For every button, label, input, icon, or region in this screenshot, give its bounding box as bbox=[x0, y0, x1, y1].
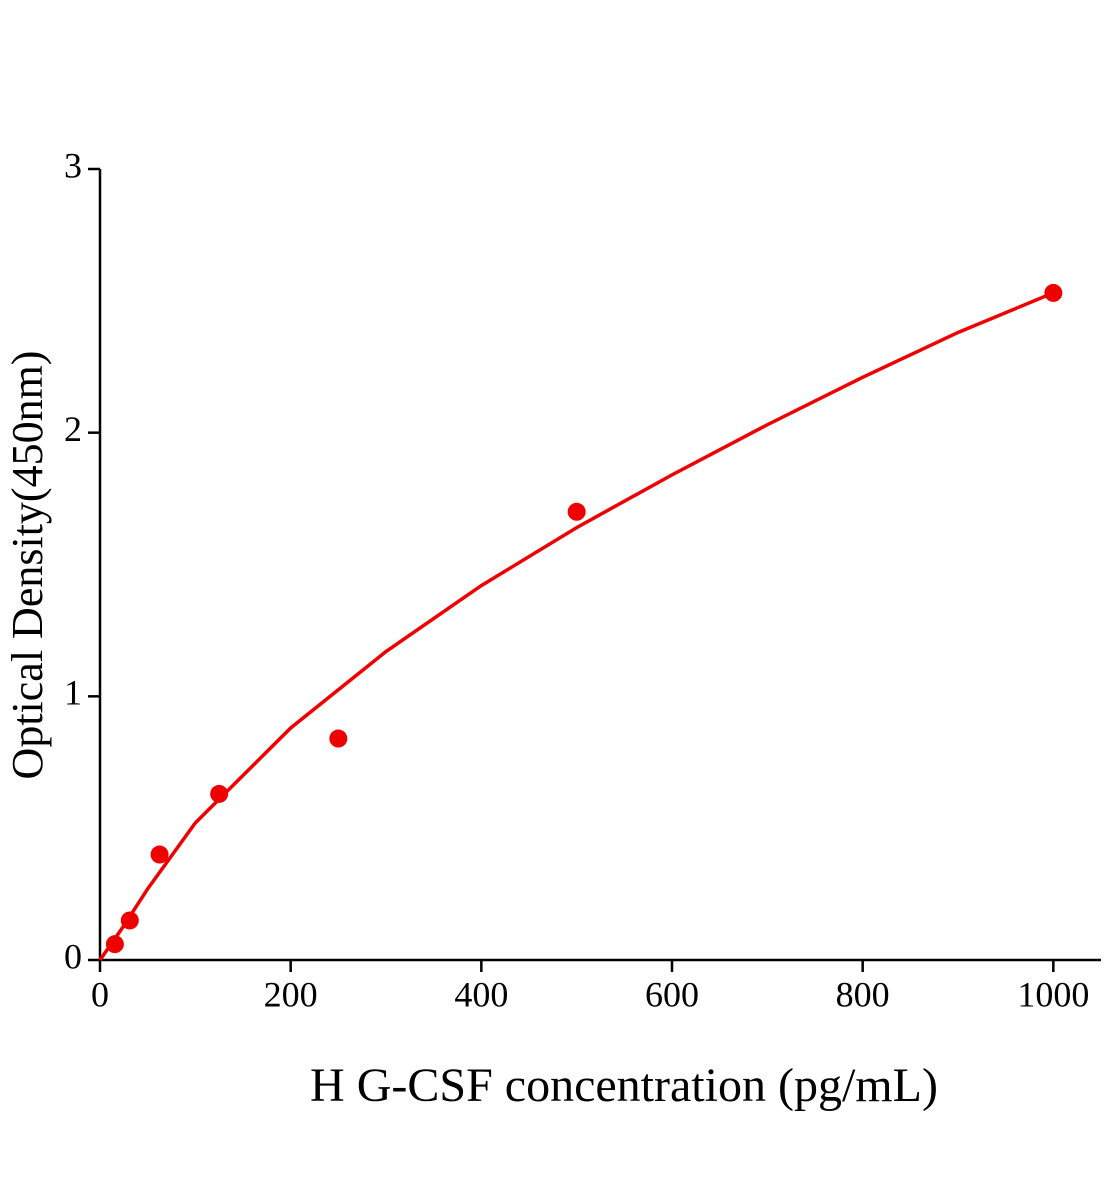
x-tick-label: 800 bbox=[836, 974, 890, 1014]
y-tick-label: 0 bbox=[64, 936, 82, 976]
fit-curve bbox=[98, 291, 1055, 961]
x-tick-label: 600 bbox=[645, 974, 699, 1014]
data-point bbox=[150, 845, 169, 864]
y-tick-label: 2 bbox=[64, 409, 82, 449]
data-point bbox=[120, 911, 139, 930]
y-tick-label: 1 bbox=[64, 673, 82, 713]
data-point bbox=[210, 784, 229, 803]
data-point bbox=[329, 729, 348, 748]
y-axis-title: Optical Density(450nm) bbox=[3, 351, 52, 780]
data-point bbox=[105, 935, 124, 954]
y-tick-label: 3 bbox=[64, 145, 82, 185]
data-point bbox=[1044, 283, 1063, 302]
x-tick-label: 200 bbox=[264, 974, 318, 1014]
x-tick-label: 1000 bbox=[1017, 974, 1089, 1014]
x-axis-title: H G-CSF concentration (pg/mL) bbox=[310, 1059, 938, 1112]
x-tick-label: 0 bbox=[91, 974, 109, 1014]
data-point bbox=[567, 502, 586, 521]
x-tick-label: 400 bbox=[454, 974, 508, 1014]
